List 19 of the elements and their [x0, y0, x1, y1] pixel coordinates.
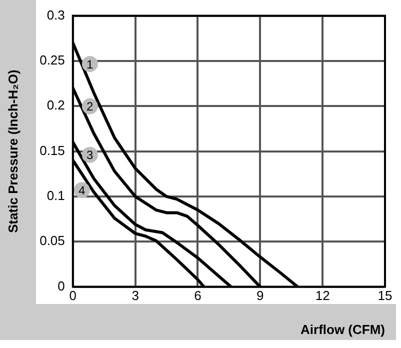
y-tick-label: 0.3	[46, 7, 65, 22]
y-tick-label: 0.05	[40, 233, 65, 248]
series-label: 1	[86, 57, 94, 72]
series-label: 3	[86, 148, 94, 162]
x-tick-label: 9	[256, 288, 264, 304]
x-tick-label: 15	[378, 288, 392, 304]
y-axis-title: Static Pressure (Inch-H₂O)	[5, 70, 20, 233]
series-label: 2	[86, 100, 94, 114]
y-tick-label: 0.1	[46, 188, 65, 204]
x-tick-label: 12	[315, 288, 330, 304]
series-label: 4	[78, 183, 86, 198]
x-tick-label: 3	[132, 288, 139, 304]
x-tick-label: 0	[69, 288, 77, 304]
y-tick-label: 0.25	[40, 52, 65, 68]
y-tick-label: 0.15	[40, 142, 65, 158]
y-tick-label: 0.2	[46, 98, 65, 113]
x-axis-title: Airflow (CFM)	[300, 322, 385, 337]
x-tick-label: 6	[194, 288, 202, 304]
y-tick-label: 0	[58, 278, 65, 294]
